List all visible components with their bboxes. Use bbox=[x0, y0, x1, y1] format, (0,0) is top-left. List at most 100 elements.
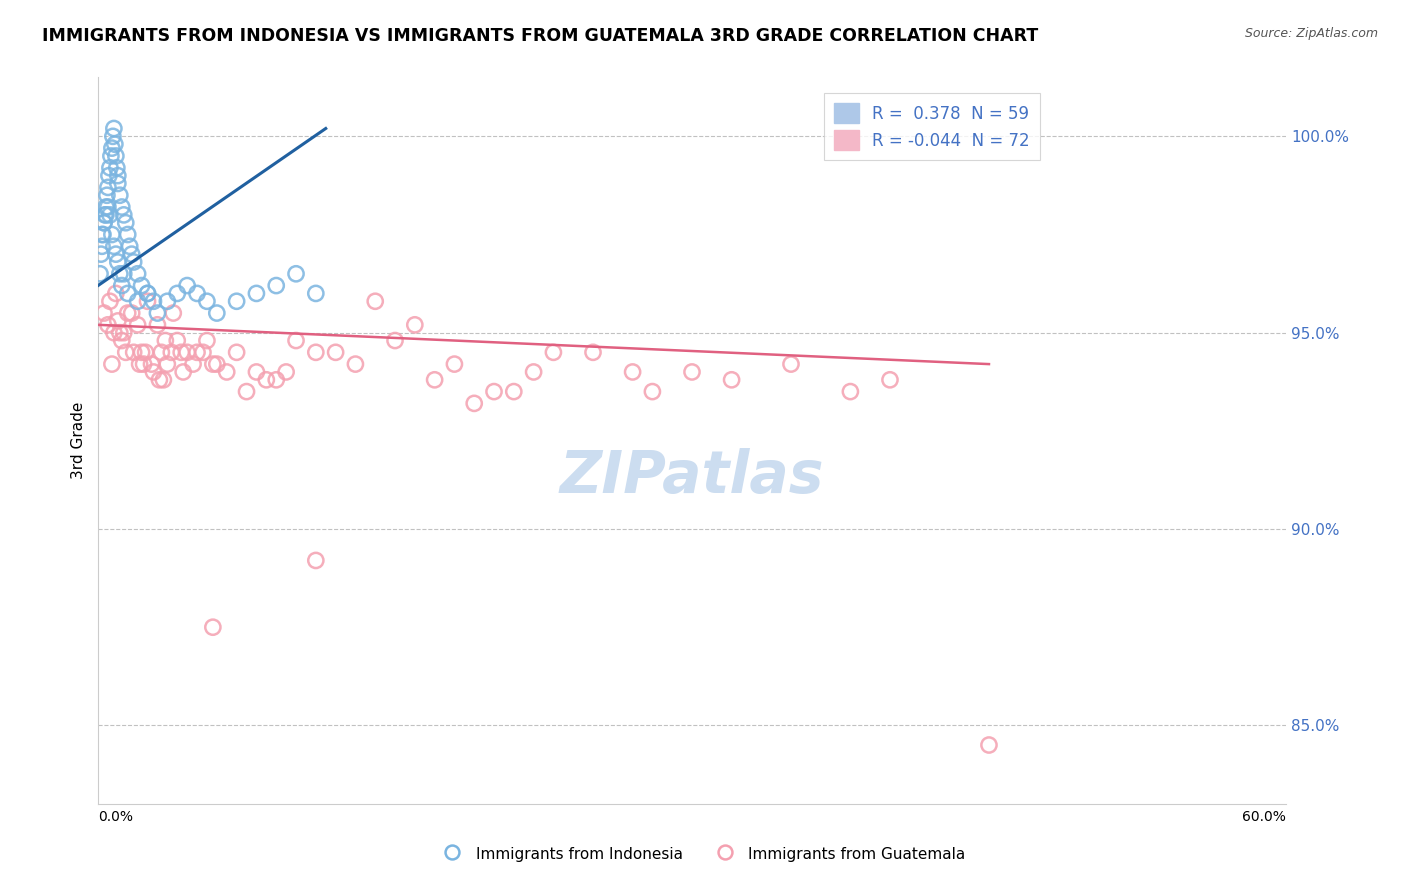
Point bbox=[155, 334, 177, 348]
Point bbox=[156, 357, 179, 371]
Point bbox=[720, 373, 742, 387]
Point bbox=[128, 357, 150, 371]
Point bbox=[523, 365, 546, 379]
Point bbox=[482, 384, 505, 399]
Point bbox=[103, 326, 125, 340]
Point bbox=[423, 373, 446, 387]
Point bbox=[176, 345, 198, 359]
Point bbox=[91, 227, 114, 242]
Point bbox=[264, 278, 287, 293]
Text: 60.0%: 60.0% bbox=[1241, 810, 1286, 824]
Legend: R =  0.378  N = 59, R = -0.044  N = 72: R = 0.378 N = 59, R = -0.044 N = 72 bbox=[824, 93, 1040, 161]
Point bbox=[101, 129, 124, 144]
Point bbox=[245, 286, 267, 301]
Point bbox=[104, 247, 127, 261]
Point bbox=[235, 384, 257, 399]
Point bbox=[114, 216, 136, 230]
Point bbox=[101, 227, 124, 242]
Legend: Immigrants from Indonesia, Immigrants from Guatemala: Immigrants from Indonesia, Immigrants fr… bbox=[433, 837, 973, 871]
Point bbox=[131, 278, 153, 293]
Point bbox=[104, 137, 127, 152]
Point bbox=[142, 294, 165, 309]
Point bbox=[121, 306, 143, 320]
Point bbox=[108, 267, 131, 281]
Point bbox=[170, 345, 193, 359]
Point bbox=[100, 149, 122, 163]
Point bbox=[305, 553, 328, 567]
Point bbox=[225, 345, 247, 359]
Point bbox=[443, 357, 465, 371]
Point bbox=[245, 365, 267, 379]
Point bbox=[96, 188, 118, 202]
Point bbox=[101, 357, 124, 371]
Point bbox=[156, 294, 179, 309]
Point bbox=[160, 345, 183, 359]
Point bbox=[91, 227, 114, 242]
Point bbox=[839, 384, 862, 399]
Point bbox=[114, 345, 136, 359]
Point bbox=[201, 357, 224, 371]
Point bbox=[111, 334, 134, 348]
Point bbox=[112, 208, 135, 222]
Point bbox=[107, 177, 129, 191]
Point bbox=[146, 318, 169, 332]
Point bbox=[107, 169, 129, 183]
Point bbox=[146, 306, 169, 320]
Point bbox=[93, 216, 115, 230]
Y-axis label: 3rd Grade: 3rd Grade bbox=[72, 402, 86, 479]
Point bbox=[89, 267, 111, 281]
Point bbox=[364, 294, 387, 309]
Point bbox=[463, 396, 485, 410]
Point bbox=[254, 373, 277, 387]
Point bbox=[98, 294, 121, 309]
Point bbox=[127, 294, 149, 309]
Point bbox=[582, 345, 605, 359]
Point bbox=[111, 278, 134, 293]
Point bbox=[285, 267, 308, 281]
Point bbox=[98, 161, 121, 175]
Point bbox=[162, 306, 184, 320]
Point bbox=[103, 121, 125, 136]
Point bbox=[97, 318, 120, 332]
Point bbox=[186, 286, 208, 301]
Point bbox=[101, 141, 124, 155]
Text: 0.0%: 0.0% bbox=[98, 810, 134, 824]
Point bbox=[90, 247, 112, 261]
Point bbox=[131, 345, 153, 359]
Point bbox=[150, 345, 173, 359]
Point bbox=[344, 357, 367, 371]
Point bbox=[195, 294, 218, 309]
Point bbox=[148, 373, 170, 387]
Point bbox=[172, 365, 194, 379]
Point bbox=[977, 738, 1000, 752]
Point bbox=[325, 345, 347, 359]
Point bbox=[780, 357, 803, 371]
Point bbox=[404, 318, 426, 332]
Point bbox=[305, 345, 328, 359]
Point bbox=[502, 384, 524, 399]
Point bbox=[141, 357, 163, 371]
Point bbox=[641, 384, 664, 399]
Point bbox=[93, 216, 115, 230]
Point bbox=[117, 286, 139, 301]
Point bbox=[108, 188, 131, 202]
Point bbox=[94, 200, 117, 214]
Point bbox=[181, 357, 204, 371]
Point bbox=[305, 286, 328, 301]
Point bbox=[97, 180, 120, 194]
Point bbox=[285, 334, 308, 348]
Point bbox=[111, 200, 134, 214]
Point bbox=[94, 208, 117, 222]
Point bbox=[97, 200, 120, 214]
Point bbox=[112, 267, 135, 281]
Point bbox=[384, 334, 406, 348]
Point bbox=[98, 208, 121, 222]
Point bbox=[166, 334, 188, 348]
Point bbox=[681, 365, 703, 379]
Point bbox=[135, 345, 157, 359]
Point bbox=[94, 208, 117, 222]
Point bbox=[186, 345, 208, 359]
Point bbox=[122, 345, 145, 359]
Point bbox=[136, 294, 159, 309]
Point bbox=[264, 373, 287, 387]
